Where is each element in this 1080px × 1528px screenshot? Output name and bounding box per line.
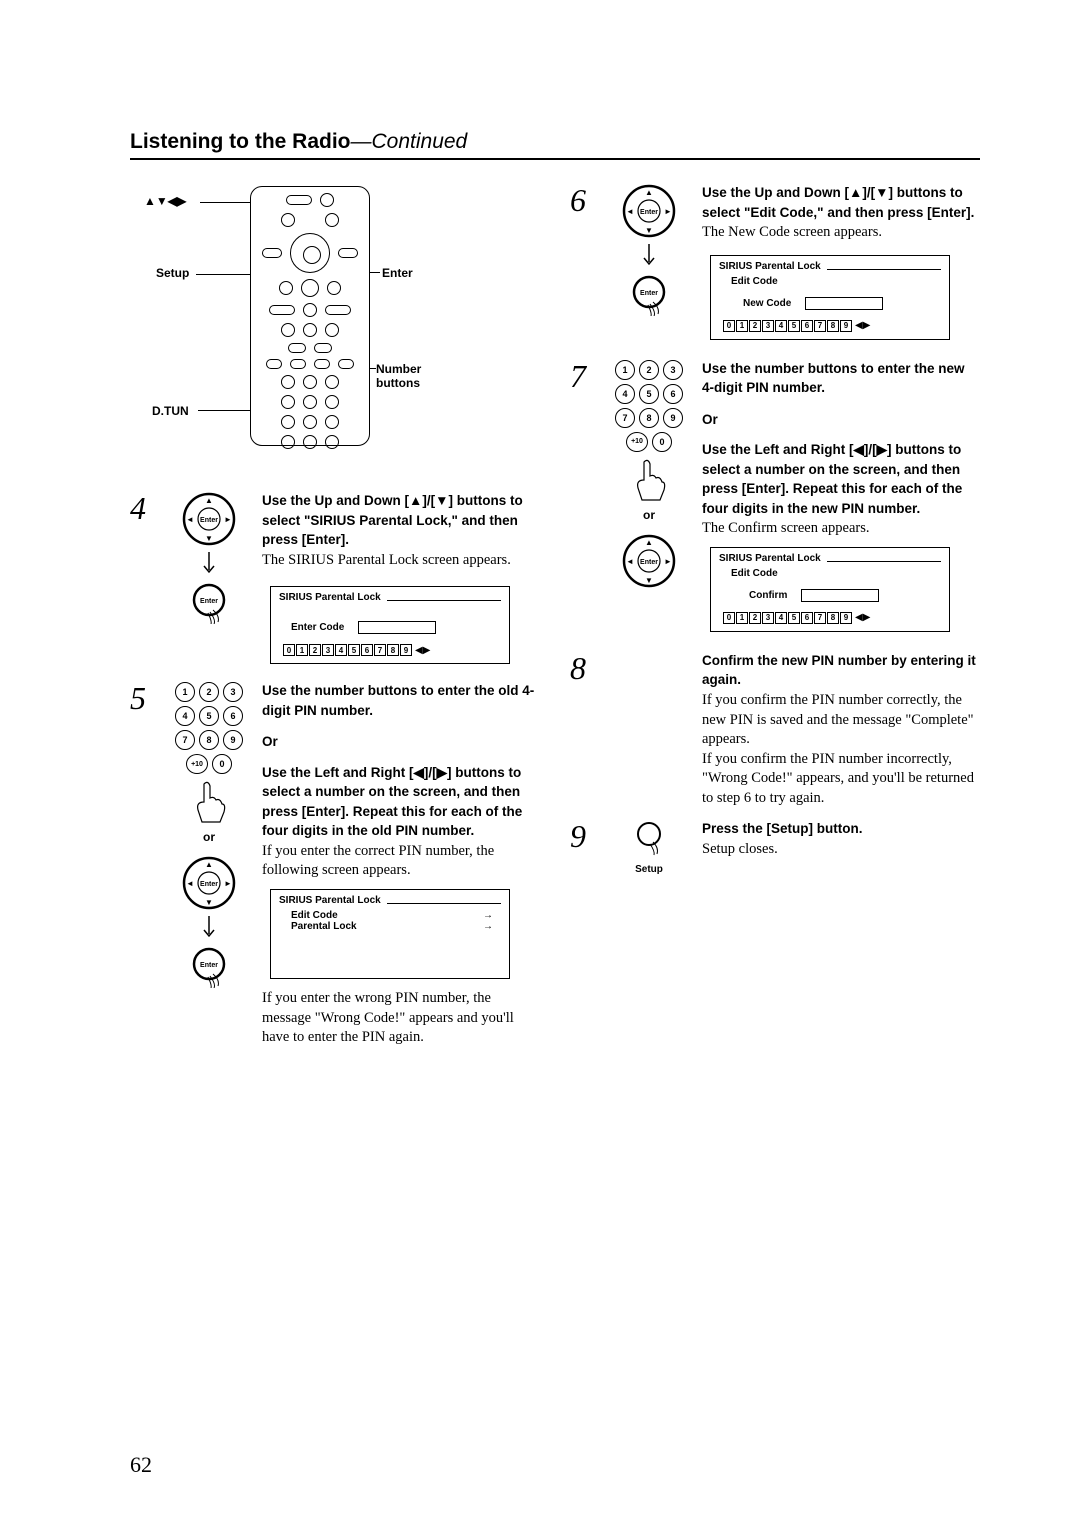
arrow-down-icon: [201, 916, 217, 940]
step-8-body-2: If you confirm the PIN number incorrectl…: [702, 751, 974, 806]
svg-text:►: ►: [664, 207, 672, 216]
step-9-instruction: Press the [Setup] button.: [702, 821, 863, 836]
dtun-label: D.TUN: [152, 404, 189, 418]
arrow-down-icon: [201, 552, 217, 576]
dpad-icon: Enter ▲ ▼ ◄ ►: [622, 534, 676, 588]
step-6-screen: SIRIUS Parental Lock Edit Code New Code …: [710, 255, 950, 340]
svg-text:Enter: Enter: [640, 559, 658, 566]
numpad-icon: 123 456 789 +100: [610, 360, 688, 452]
step-5-body-1: If you enter the correct PIN number, the…: [262, 843, 494, 879]
svg-text:Enter: Enter: [200, 881, 218, 888]
enter-button-icon: Enter: [628, 274, 670, 316]
setup-button-icon: [631, 820, 667, 856]
svg-text:▼: ▼: [645, 226, 653, 235]
svg-text:▲: ▲: [645, 538, 653, 547]
header-continued: —Continued: [351, 130, 468, 153]
svg-text:▼: ▼: [205, 898, 213, 907]
svg-text:◄: ◄: [626, 557, 634, 566]
step-5-body-2: If you enter the wrong PIN number, the m…: [262, 989, 540, 1048]
remote-diagram: ▲▼◀▶ Setup Enter Number buttons D.TUN: [150, 184, 410, 454]
hand-icon: [190, 780, 228, 824]
step-5-or: Or: [262, 733, 540, 751]
number-label: Number buttons: [376, 362, 436, 390]
step-7-body: The Confirm screen appears.: [702, 520, 870, 536]
dpad-icon: Enter ▲ ▼ ◄ ►: [622, 184, 676, 238]
step-7-instruction-1: Use the number buttons to enter the new …: [702, 361, 965, 396]
enter-label: Enter: [382, 266, 413, 280]
step-8-body-1: If you confirm the PIN number correctly,…: [702, 692, 974, 747]
step-7-or: Or: [702, 411, 980, 429]
page-header: Listening to the Radio—Continued: [130, 130, 980, 160]
step-4-instruction: Use the Up and Down [▲]/[▼] buttons to s…: [262, 493, 523, 547]
svg-text:▲: ▲: [645, 188, 653, 197]
step-5-number: 5: [130, 682, 156, 1047]
enter-button-icon: Enter: [188, 582, 230, 624]
or-label: or: [643, 508, 655, 522]
step-7-instruction-2: Use the Left and Right [◀]/[▶] buttons t…: [702, 442, 962, 516]
setup-button-label: Setup: [635, 864, 663, 875]
step-4-number: 4: [130, 492, 156, 670]
step-6-number: 6: [570, 184, 596, 346]
step-6-instruction: Use the Up and Down [▲]/[▼] buttons to s…: [702, 185, 974, 220]
svg-text:▼: ▼: [205, 534, 213, 543]
svg-text:◄: ◄: [186, 515, 194, 524]
svg-text:Enter: Enter: [200, 517, 218, 524]
or-label: or: [203, 830, 215, 844]
svg-text:►: ►: [664, 557, 672, 566]
step-8-number: 8: [570, 652, 596, 809]
svg-text:◄: ◄: [186, 879, 194, 888]
step-9-number: 9: [570, 820, 596, 875]
dpad-icon: Enter ▲ ▼ ◄ ►: [182, 492, 236, 546]
svg-text:Enter: Enter: [640, 209, 658, 216]
enter-button-icon: Enter: [188, 946, 230, 988]
svg-text:Enter: Enter: [200, 962, 218, 969]
svg-text:◄: ◄: [626, 207, 634, 216]
svg-text:▲: ▲: [205, 860, 213, 869]
svg-text:▲: ▲: [205, 496, 213, 505]
step-9-body: Setup closes.: [702, 841, 778, 857]
step-7-screen: SIRIUS Parental Lock Edit Code Confirm 0…: [710, 547, 950, 632]
svg-text:▼: ▼: [645, 576, 653, 585]
step-5-instruction-1: Use the number buttons to enter the old …: [262, 683, 534, 718]
header-title: Listening to the Radio: [130, 130, 351, 153]
step-5-screen: SIRIUS Parental Lock Edit Code→ Parental…: [270, 889, 510, 979]
dpad-icon: Enter ▲ ▼ ◄ ►: [182, 856, 236, 910]
setup-label: Setup: [156, 266, 189, 280]
step-6-body: The New Code screen appears.: [702, 224, 882, 240]
arrow-down-icon: [641, 244, 657, 268]
step-4-body: The SIRIUS Parental Lock screen appears.: [262, 552, 511, 568]
hand-icon: [630, 458, 668, 502]
svg-text:Enter: Enter: [640, 290, 658, 297]
digit-row: 0123456789◀▶: [283, 644, 501, 656]
step-8-instruction: Confirm the new PIN number by entering i…: [702, 653, 976, 688]
svg-text:►: ►: [224, 515, 232, 524]
step-7-number: 7: [570, 360, 596, 638]
svg-text:►: ►: [224, 879, 232, 888]
numpad-icon: 123 456 789 +100: [170, 682, 248, 774]
step-5-instruction-2: Use the Left and Right [◀]/[▶] buttons t…: [262, 765, 522, 839]
page-number: 62: [130, 1452, 152, 1478]
arrows-label: ▲▼◀▶: [144, 194, 186, 208]
svg-text:Enter: Enter: [200, 598, 218, 605]
step-4-screen: SIRIUS Parental Lock Enter Code 01234567…: [270, 586, 510, 664]
